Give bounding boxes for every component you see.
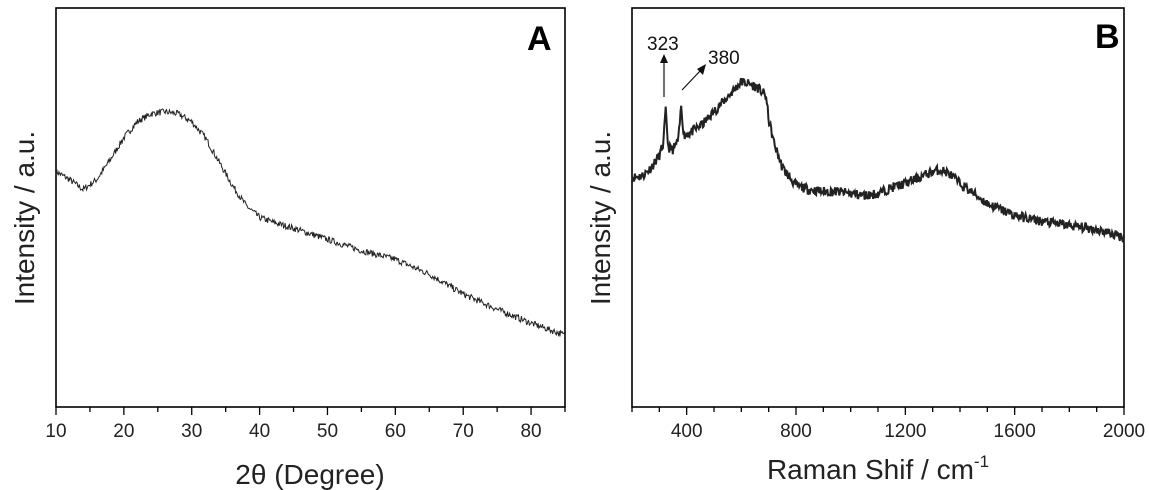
panel-b-x-tick-label: 800: [780, 421, 812, 442]
panel-a-x-tick-label: 60: [385, 421, 406, 442]
annotation-380: 380: [681, 48, 740, 91]
panel-a-letter: A: [527, 20, 552, 58]
panel-b-y-label: Intensity / a.u.: [585, 131, 616, 305]
panel-a: 10 20 30 40 50 60 70 80 A 2θ (Degree) Intensity…: [9, 7, 566, 490]
annotation-323-arrowhead: [660, 54, 668, 63]
panel-b-x-tick-label: 1200: [884, 421, 926, 442]
panel-b-x-label: Raman Shif / cm-1: [767, 452, 989, 485]
annotation-323: 323: [647, 34, 679, 97]
panel-b-x-ticks: 400 800 1200 1600 2000: [631, 407, 1145, 442]
panel-b-letter: B: [1095, 18, 1120, 56]
panel-a-x-label: 2θ (Degree): [235, 459, 384, 490]
panel-b-x-label-superscript: -1: [974, 452, 989, 471]
panel-a-x-ticks: 10 20 30 40 50 60 70 80: [45, 407, 566, 442]
panel-a-series: [55, 108, 566, 338]
panel-a-x-tick-label: 20: [113, 421, 134, 442]
panel-b: 400 800 1200 1600 2000 B Raman Shif / cm-1 I…: [585, 7, 1145, 485]
panel-b-x-tick-label: 1600: [994, 421, 1036, 442]
panel-b-frame: [631, 7, 1125, 408]
panel-a-y-label: Intensity / a.u.: [9, 131, 40, 305]
panel-a-x-tick-label: 30: [181, 421, 202, 442]
panel-a-x-tick-label: 70: [453, 421, 474, 442]
panel-a-x-tick-label: 10: [45, 421, 66, 442]
panel-b-x-tick-label: 2000: [1103, 421, 1145, 442]
panel-a-x-tick-label: 50: [317, 421, 338, 442]
panel-a-frame: [55, 7, 566, 408]
annotation-380-arrow-line: [681, 69, 702, 91]
panel-a-series-line: [55, 108, 566, 338]
annotation-380-label: 380: [708, 48, 740, 69]
annotation-380-arrowhead: [697, 64, 706, 75]
panel-b-x-label-main: Raman Shif / cm: [767, 454, 974, 485]
panel-a-x-tick-label: 80: [520, 421, 541, 442]
panel-b-x-tick-label: 400: [671, 421, 703, 442]
annotation-323-label: 323: [647, 34, 679, 55]
panel-a-x-tick-label: 40: [249, 421, 270, 442]
panel-b-series: [631, 77, 1125, 244]
panel-b-series-line: [631, 77, 1125, 244]
